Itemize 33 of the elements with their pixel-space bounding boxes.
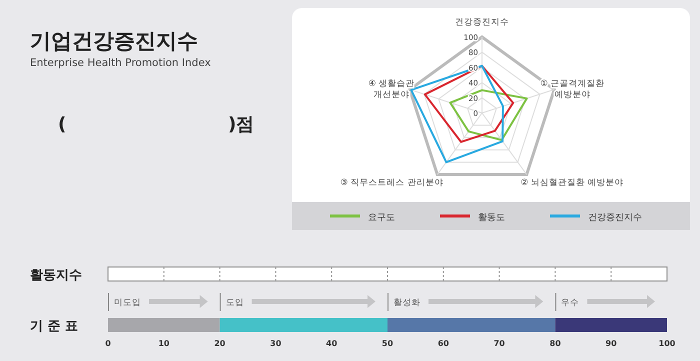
- legend-label: 활동도: [478, 213, 505, 223]
- x-tick-label: 10: [158, 339, 170, 348]
- series-label: 미도입: [114, 298, 141, 308]
- text: 활동지수: [30, 268, 82, 283]
- x-tick-label: 50: [382, 339, 394, 348]
- bar: [388, 318, 556, 332]
- bar: [108, 318, 220, 332]
- series-label: 도입: [226, 298, 244, 308]
- x-tick-label: 90: [606, 339, 618, 348]
- spoke-label: ② 뇌심혈관질환 예방분야: [520, 178, 624, 188]
- x-tick-label: 80: [550, 339, 562, 348]
- x-tick-label: 100: [658, 339, 676, 348]
- x-tick-label: 70: [494, 339, 506, 348]
- series-label: 활성화: [394, 298, 420, 308]
- text: (: [58, 114, 66, 135]
- legend-label: 건강증진지수: [588, 213, 642, 223]
- y-tick-label: 기 준 표: [30, 319, 78, 334]
- bar: [220, 318, 388, 332]
- legend-label: 요구도: [368, 213, 395, 223]
- bar: [555, 318, 667, 332]
- spoke-label: ① 근골격계질환 예방분야: [540, 79, 605, 100]
- x-tick-label: 20: [214, 339, 226, 348]
- x-tick-label: 0: [105, 339, 112, 348]
- series-label: 우수: [561, 298, 580, 308]
- text: Enterprise Health Promotion Index: [30, 57, 211, 69]
- spoke-label: ③ 직무스트레스 관리분야: [340, 178, 444, 188]
- x-tick-label: 60: [438, 339, 450, 348]
- text: 기업건강증진지수: [30, 29, 198, 53]
- x-tick-label: 40: [326, 339, 338, 348]
- text: )점: [228, 114, 254, 135]
- spoke-label: 건강증진지수: [455, 17, 509, 28]
- x-tick-label: 30: [270, 339, 282, 348]
- spoke-label: ④ 생활습관 개선분야: [368, 79, 415, 100]
